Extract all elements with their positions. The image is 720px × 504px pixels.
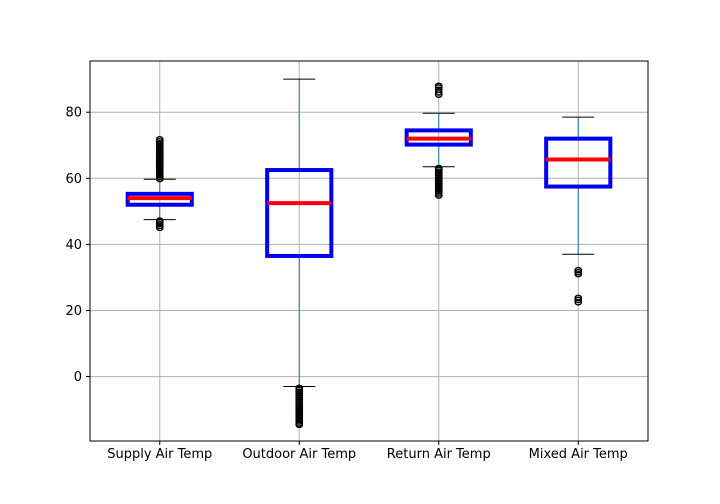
grid-layer: [90, 61, 648, 441]
x-tick-label: Return Air Temp: [387, 447, 491, 462]
outlier-point: [434, 164, 443, 172]
y-tick-label: 20: [65, 304, 82, 319]
outlier-point: [574, 298, 583, 306]
plot-frame: [89, 60, 649, 442]
box-group: [544, 116, 613, 306]
iqr-box: [265, 168, 334, 258]
y-tick-label: 80: [65, 106, 82, 121]
box-group: [265, 78, 334, 429]
outlier-point: [155, 136, 164, 143]
x-tick-label: Supply Air Temp: [107, 447, 212, 462]
x-tick-label: Mixed Air Temp: [529, 447, 628, 462]
outlier-point: [574, 266, 583, 274]
y-tick-label: 0: [74, 370, 82, 385]
outlier-point: [434, 86, 443, 94]
outlier-point: [434, 82, 443, 90]
y-tick-label: 40: [65, 238, 82, 253]
outlier-point: [295, 421, 304, 429]
box-group: [125, 136, 194, 232]
axis-layer: 0 20 40 60 80 Supply Air Temp Outdoor Air Temp…: [65, 106, 627, 462]
iqr-box: [544, 136, 613, 189]
outlier-point: [574, 294, 583, 302]
box-layer: [125, 78, 613, 429]
box-group: [404, 82, 473, 199]
outlier-point: [155, 217, 164, 224]
x-tick-label: Outdoor Air Temp: [242, 447, 356, 462]
y-tick-label: 60: [65, 172, 82, 187]
